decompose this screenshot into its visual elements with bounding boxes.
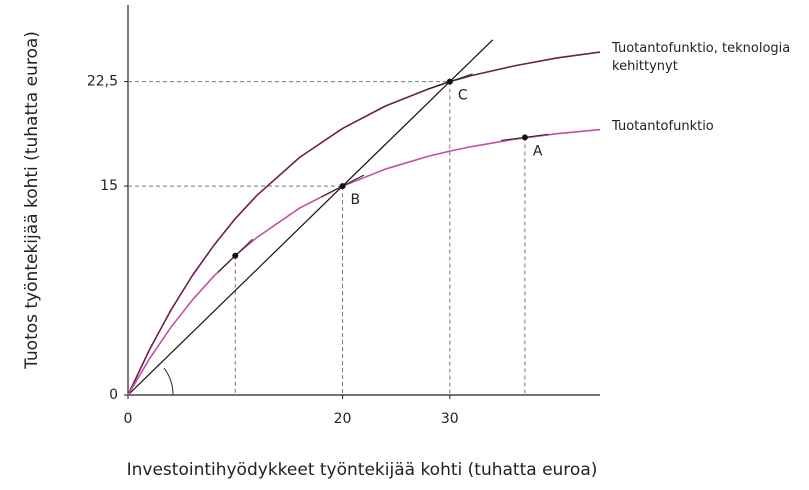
production-curve	[127, 128, 601, 396]
point	[521, 134, 528, 141]
point	[232, 252, 239, 259]
production-curve	[127, 51, 601, 396]
series-label: Tuotantofunktio, teknologia kehittynyt	[612, 41, 791, 75]
y-axis-title: Tuotos työntekijää kohti (tuhatta euroa)	[22, 31, 42, 370]
x-tick-label: 30	[441, 411, 459, 427]
angle-arc	[163, 367, 174, 396]
point	[339, 183, 346, 190]
point	[446, 78, 453, 85]
point-label: C	[458, 88, 468, 104]
ray-line	[127, 39, 494, 396]
x-tick-label: 0	[124, 411, 133, 427]
y-tick-label: 0	[109, 387, 118, 403]
x-axis-title: Investointihyödykkeet työntekijää kohti …	[127, 460, 598, 480]
y-tick-label: 22,5	[87, 74, 118, 90]
series-label: Tuotantofunktio	[612, 118, 714, 134]
y-tick-label: 15	[100, 178, 118, 194]
point-label: A	[533, 143, 543, 159]
point-label: B	[351, 192, 361, 208]
x-tick-label: 20	[334, 411, 352, 427]
